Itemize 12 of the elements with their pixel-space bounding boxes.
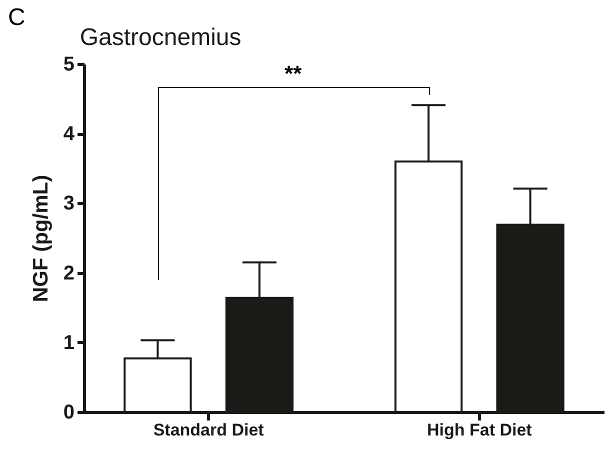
y-axis-title: NGF (pg/mL): [29, 174, 52, 302]
y-tick-label: 1: [63, 332, 74, 354]
x-tick-label: High Fat Diet: [426, 420, 532, 440]
chart-title: Gastrocnemius: [80, 24, 242, 51]
y-tick-label: 3: [63, 192, 74, 215]
annotation: **: [284, 61, 302, 88]
y-tick-label: 4: [63, 123, 76, 146]
text: C: [8, 4, 26, 32]
y-tick-label: 5: [63, 54, 74, 76]
y-tick-label: 2: [63, 262, 74, 284]
x-tick-label: Standard Diet: [153, 420, 264, 440]
y-tick-label: 0: [63, 402, 74, 424]
